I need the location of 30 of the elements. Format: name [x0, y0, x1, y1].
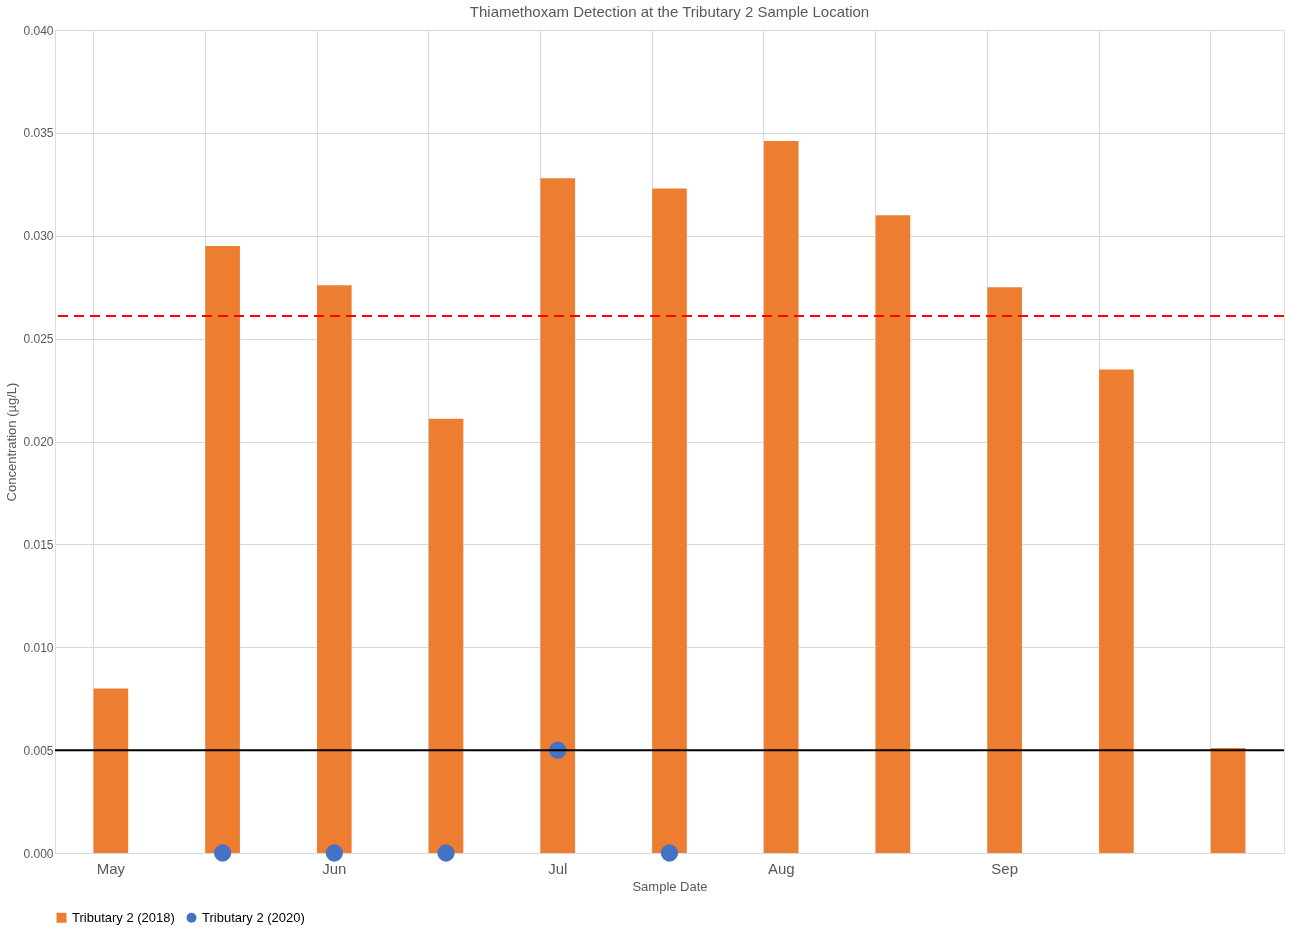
bar	[652, 188, 687, 853]
chart-title: Thiamethoxam Detection at the Tributary 2 Sample Location	[469, 3, 870, 20]
y-tick-label: 0.035	[23, 126, 54, 141]
bar	[317, 285, 352, 853]
y-tick-label: 0.010	[23, 640, 54, 655]
y-tick-label: 0.000	[23, 846, 54, 861]
bar	[205, 246, 240, 853]
x-axis-title: Sample Date	[632, 878, 708, 894]
legend-label: Tributary 2 (2018)	[72, 909, 175, 925]
y-tick-label: 0.005	[23, 743, 54, 758]
bar	[93, 688, 129, 853]
bar	[987, 287, 1022, 853]
bar	[540, 178, 576, 853]
x-tick-label: Jun	[322, 859, 347, 877]
bar	[428, 418, 464, 853]
y-tick-label: 0.040	[23, 23, 54, 38]
x-tick-label: Sep	[991, 859, 1019, 877]
bar	[763, 141, 799, 853]
x-tick-label: May	[96, 859, 126, 877]
legend-label: Tributary 2 (2020)	[202, 909, 305, 925]
y-tick-label: 0.030	[23, 229, 54, 244]
y-tick-label: 0.015	[23, 537, 54, 552]
bar	[875, 215, 911, 853]
y-tick-label: 0.025	[23, 332, 54, 347]
bar	[1210, 748, 1246, 853]
y-tick-label: 0.020	[23, 435, 54, 449]
x-tick-label: Aug	[767, 859, 795, 877]
bar	[1099, 369, 1134, 853]
x-tick-label: Jul	[548, 859, 568, 877]
y-axis-title: Concentration (µg/L)	[4, 382, 20, 502]
